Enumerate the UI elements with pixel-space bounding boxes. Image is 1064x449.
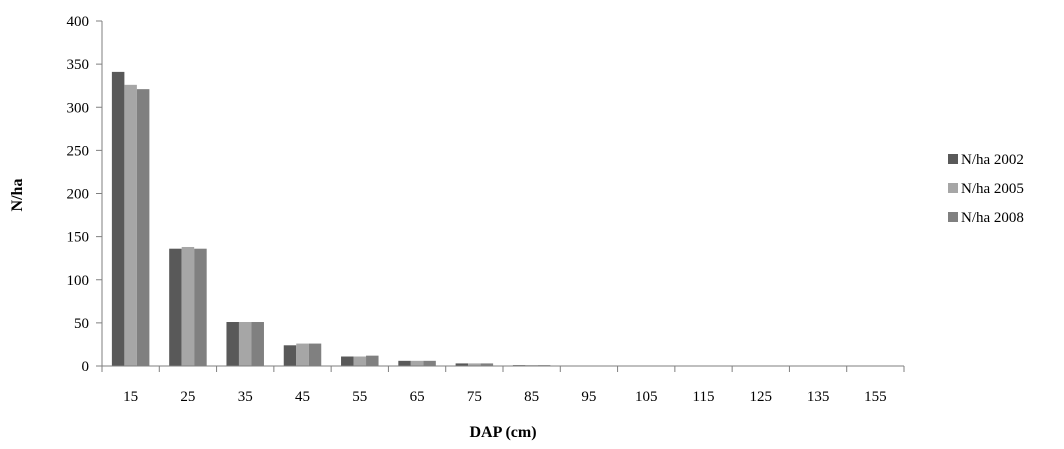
legend-label: N/ha 2008 [961, 210, 1024, 226]
bar [341, 356, 354, 366]
plot-area [111, 71, 551, 366]
x-tick-label: 15 [123, 389, 138, 405]
legend-swatch [948, 154, 958, 164]
bar [194, 248, 207, 366]
bar [238, 322, 252, 366]
y-tick-label: 150 [67, 230, 90, 246]
bar [111, 71, 125, 366]
x-tick-label: 65 [410, 389, 425, 405]
y-tick-label: 50 [74, 316, 89, 332]
x-tick-label: 155 [864, 389, 887, 405]
bar [468, 363, 481, 366]
x-tick-label: 105 [635, 389, 658, 405]
x-tick-label: 75 [467, 389, 482, 405]
y-tick-label: 0 [82, 359, 90, 375]
bar [169, 248, 182, 366]
bar [226, 322, 239, 366]
bar [124, 84, 137, 366]
x-tick-label: 35 [238, 389, 253, 405]
x-tick-label: 55 [352, 389, 367, 405]
bar [251, 322, 264, 366]
bar [296, 343, 309, 366]
x-tick-label: 95 [581, 389, 596, 405]
x-tick-label: 135 [807, 389, 830, 405]
bar [410, 360, 424, 366]
x-tick-label: 85 [524, 389, 539, 405]
bar [455, 363, 469, 366]
y-tick-label: 100 [67, 273, 90, 289]
x-tick-label: 25 [180, 389, 195, 405]
y-tick-label: 300 [67, 100, 90, 116]
x-axis: 15 25 35 45 55 65 75 85 95 105 115 125 135 155 [101, 365, 905, 405]
legend-swatch [948, 212, 958, 222]
bar [353, 356, 367, 366]
bar [423, 360, 436, 366]
legend: N/ha 2002 N/ha 2005 N/ha 2008 [948, 152, 1024, 226]
y-tick-label: 350 [67, 57, 90, 73]
y-tick-label: 400 [67, 14, 90, 30]
bar [283, 345, 297, 366]
bar [181, 246, 195, 366]
y-tick-label: 200 [67, 187, 90, 203]
bar [136, 89, 150, 366]
bar [366, 355, 379, 366]
bar [398, 360, 411, 366]
x-tick-label: 45 [295, 389, 310, 405]
legend-swatch [948, 183, 958, 193]
legend-label: N/ha 2002 [961, 152, 1024, 168]
x-tick-label: 125 [750, 389, 773, 405]
x-tick-label: 115 [693, 389, 715, 405]
y-tick-label: 250 [67, 143, 90, 159]
legend-label: N/ha 2005 [961, 181, 1024, 197]
x-axis-title: DAP (cm) [469, 424, 536, 441]
bar [480, 363, 494, 366]
y-axis-title: N/ha [9, 179, 26, 212]
bar [308, 343, 322, 366]
y-axis: 0 50 100 150 200 250 300 350 400 [67, 14, 103, 375]
